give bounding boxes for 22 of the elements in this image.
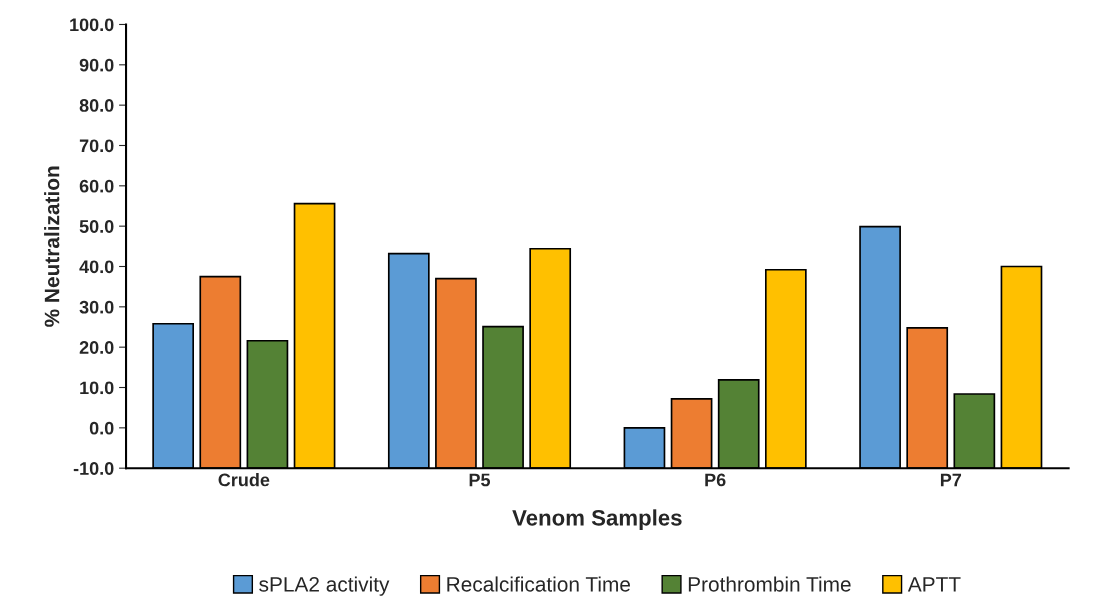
legend-label: APTT [907,577,961,592]
x-axis-title: Venom Samples [512,509,682,531]
y-tick-label: 10.0 [80,381,114,395]
x-tick-label: P6 [705,473,726,487]
y-tick-label: 60.0 [79,179,114,193]
y-axis-title: % Neutralization [44,166,60,327]
y-tick-label: 100.0 [70,18,114,32]
y-tick-label: 20.0 [79,341,114,354]
y-tick-label: 30.0 [79,300,114,314]
y-tick-label: 70.0 [79,139,114,153]
x-tick-label: Crude [218,473,270,487]
y-tick-label: 90.0 [79,58,114,72]
legend-label: Recalcification Time [447,576,630,592]
x-tick-label: P5 [469,473,491,487]
legend-label: Prothrombin Time [688,576,851,592]
y-tick-label: 50.0 [79,220,114,233]
y-tick-label: -10.0 [73,462,114,475]
x-tick-label: P7 [940,473,962,487]
y-tick-label: 0.0 [89,421,114,435]
y-tick-label: 80.0 [79,99,114,112]
y-tick-label: 40.0 [79,260,114,274]
legend-label: sPLA2 activity [259,576,390,596]
